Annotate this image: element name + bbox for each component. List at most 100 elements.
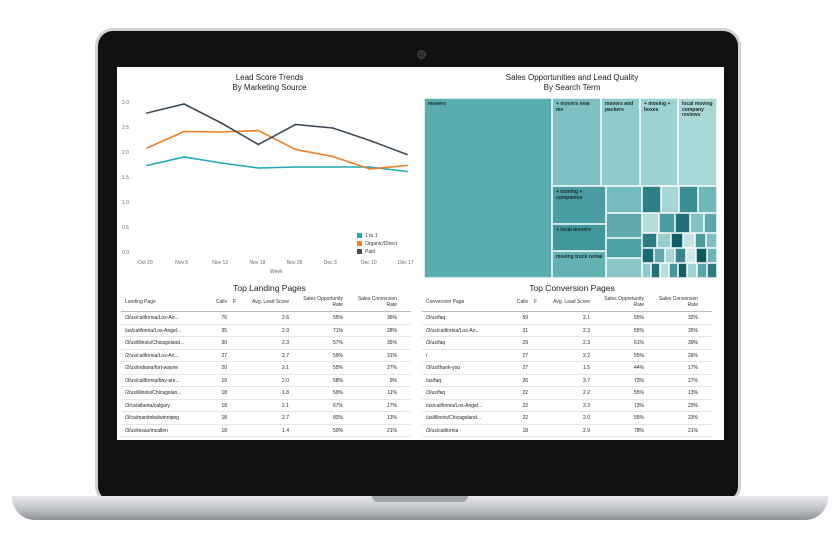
treemap-cell-term[interactable] [654,248,665,263]
treemap-cell-movers-and-packers[interactable]: movers and packers [601,98,640,186]
data-point[interactable] [146,147,148,149]
data-point[interactable] [406,170,408,173]
data-point[interactable] [294,148,297,151]
data-point[interactable] [368,168,371,170]
table-cell[interactable]: / [426,352,428,359]
treemap-cell-term[interactable] [707,263,717,278]
treemap-cell-term[interactable] [606,258,642,278]
column-header[interactable]: Calls [215,299,227,305]
table-row[interactable]: /3/us/california/Los-An... 31 2.3 55% 35% [422,325,712,337]
data-point[interactable] [257,143,260,146]
table-cell[interactable]: /2/us/indiana/fort-wayne [125,365,179,371]
treemap-cell-term[interactable] [642,213,659,233]
table-cell[interactable]: /3/ca/alberta/calgary [125,402,171,409]
table-cell[interactable]: /3/us/illinois/Chicagoland... [125,340,185,346]
data-point[interactable] [146,164,148,167]
table-row[interactable]: /us/illinois/Chicagoland... 22 2.0 55% 23% [422,412,712,425]
data-point[interactable] [220,122,223,124]
treemap-cell-term[interactable] [657,233,671,248]
treemap-cell-term[interactable] [642,186,661,213]
data-point[interactable] [220,162,223,164]
data-point[interactable] [294,166,297,168]
data-point[interactable] [368,166,371,168]
treemap-cell-moving-truck-rental[interactable]: moving truck rental [552,251,606,278]
treemap-cell-term[interactable] [679,186,698,213]
legend-item[interactable]: 1 to 1 [357,233,378,239]
data-point[interactable] [331,155,334,158]
treemap-cell-movers[interactable]: movers [424,98,552,278]
data-point[interactable] [406,153,408,156]
treemap-cell-term[interactable] [690,213,704,233]
table-row[interactable]: /2/us/indiana/fort-wayne 20 2.1 55% 27% [121,362,411,375]
data-point[interactable] [331,127,334,129]
column-header[interactable]: Sales Opportunity Rate [303,296,343,308]
data-point[interactable] [183,130,186,133]
column-header[interactable]: F [534,299,538,305]
treemap-cell-term[interactable] [683,233,695,248]
treemap-cell-term[interactable] [686,248,696,263]
table-row[interactable]: /3/ca/manitoba/winnipeg 18 2.7 83% 13% [121,412,411,425]
column-header[interactable]: Conversion Page [426,299,465,305]
treemap-cell-term[interactable] [669,263,678,278]
column-header[interactable]: Avg. Lead Score [553,299,590,305]
column-header[interactable]: F [233,299,237,305]
table-row[interactable]: /2/us/california/Los-An... 27 2.7 59% 31% [121,350,411,362]
column-header[interactable]: Landing Page [125,299,156,305]
table-cell[interactable]: /us/illinois/Chicagoland... [426,415,482,421]
table-row[interactable]: /3/ca/alberta/calgary 18 2.1 67% 17% [121,400,411,412]
table-row[interactable]: / 27 2.2 55% 26% [422,350,712,362]
table-cell[interactable]: /3/us/thank-you [426,365,461,371]
treemap-cell-term[interactable] [606,213,642,238]
table-cell[interactable]: /3/us/texas/mcallen [125,427,168,434]
table-row[interactable]: /3/us/faq 29 2.3 61% 39% [422,337,712,350]
table-cell[interactable]: /us/faq [426,377,442,384]
treemap-cell-term[interactable] [697,263,707,278]
table-cell[interactable]: /3/us/faq [426,340,446,346]
table-cell[interactable]: /us/california/Los-Angel... [426,402,483,409]
column-header[interactable]: Sales Opportunity Rate [604,296,644,308]
table-row[interactable]: /2/us/illinois/Chicagolan... 18 1.8 50% 11% [121,387,411,400]
treemap-cell-term[interactable] [661,186,679,213]
treemap-cell-term[interactable] [660,263,669,278]
data-point[interactable] [294,123,297,126]
treemap-cell-term[interactable] [695,233,706,248]
treemap-cell-term[interactable] [606,186,642,213]
table-cell[interactable]: /3/us/california/Los-An... [125,315,179,321]
table-row[interactable]: /3/us/thank-you 27 1.5 44% 17% [422,362,712,375]
table-row[interactable]: /3/us/faq 22 2.2 55% 13% [422,387,712,400]
table-cell[interactable]: /3/ca/manitoba/winnipeg [125,415,179,421]
treemap-cell-term[interactable] [671,233,683,248]
table-cell[interactable]: /3/us/california/Los-An... [426,327,480,334]
treemap-cell-moving-boxes[interactable]: + moving + boxes [640,98,678,186]
table-row[interactable]: /3/us/illinois/Chicagoland... 30 2.3 57% 35% [121,337,411,350]
treemap-cell-term[interactable] [675,213,690,233]
column-header[interactable]: Calls [516,299,528,305]
data-point[interactable] [220,131,223,133]
treemap-cell-moving-companies[interactable]: + moving + companies [552,186,606,224]
treemap-cell-term[interactable] [687,263,697,278]
table-cell[interactable]: /2/us/california/Los-An... [125,352,179,359]
data-point[interactable] [146,112,148,114]
treemap-cell-term[interactable] [659,213,675,233]
table-cell[interactable]: /2/us/illinois/Chicagolan... [125,390,182,396]
data-point[interactable] [257,129,260,132]
treemap-cell-term[interactable] [707,248,717,263]
treemap-cell-term[interactable] [642,263,651,278]
table-row[interactable]: /3/us/california/bay-are... 19 2.0 58% 9% [121,375,411,387]
treemap-cell-term[interactable] [678,263,687,278]
table-cell[interactable]: /3/us/california/bay-are... [125,377,180,384]
treemap-cell-term[interactable] [675,248,686,263]
table-row[interactable]: /us/faq 26 3.7 73% 27% [422,375,712,387]
treemap-cell-local-movers[interactable]: + local movers [552,224,606,251]
data-point[interactable] [257,167,260,169]
data-point[interactable] [183,103,186,105]
data-point[interactable] [368,139,371,142]
treemap-cell-term[interactable] [704,213,717,233]
table-cell[interactable]: /us/california/Los-Angel... [125,327,182,334]
table-cell[interactable]: /3/us/california [426,427,459,434]
column-header[interactable]: Sales Conversion Rate [658,296,698,308]
table-cell[interactable]: /3/us/faq [426,315,446,321]
treemap-cell-movers-near-me[interactable]: + movers near me [552,98,601,186]
table-row[interactable]: /us/california/Los-Angel... 22 3.3 73% 23% [422,400,712,412]
table-row[interactable]: /3/us/texas/mcallen 18 1.4 50% 21% [121,425,411,437]
